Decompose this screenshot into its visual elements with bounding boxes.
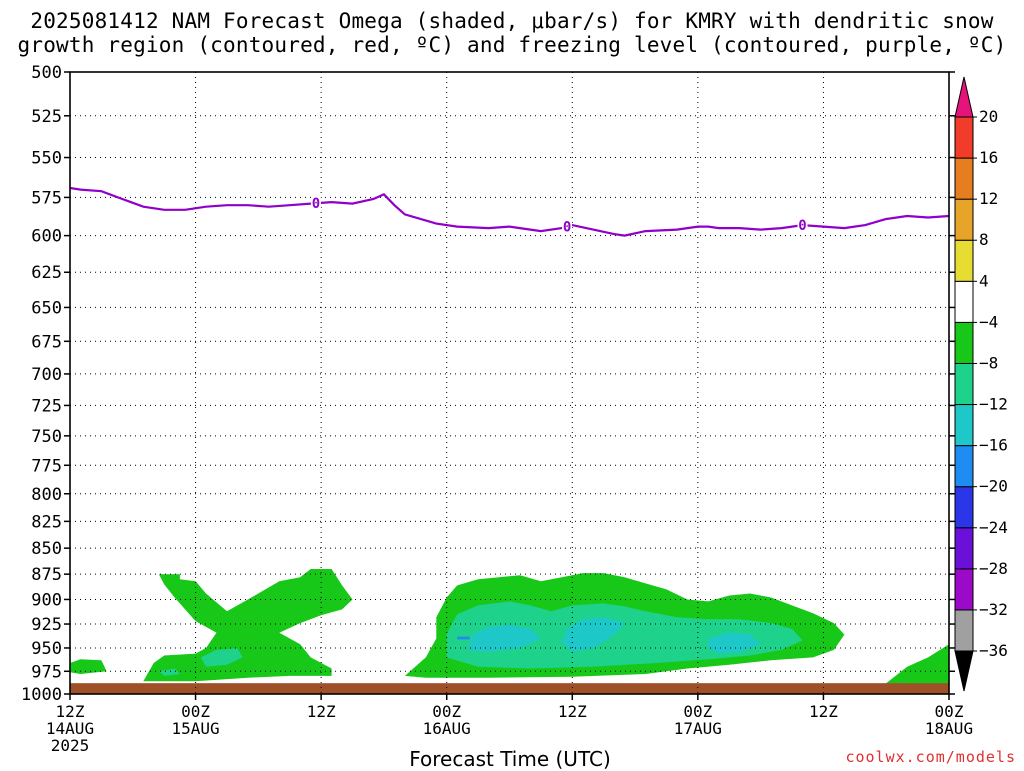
y-tick-label-650: 650: [31, 298, 62, 318]
omega-region-10: [708, 632, 761, 654]
omega-region-1: [143, 569, 353, 682]
y-tick-label-850: 850: [31, 539, 62, 559]
colorbar-label-2: −28: [979, 559, 1008, 578]
colorbar-label-8: −4: [979, 312, 998, 331]
colorbar-high-arrow: [954, 76, 974, 118]
y-tick-label-500: 500: [31, 63, 62, 83]
colorbar-band-2: [954, 568, 974, 611]
omega-region-11: [457, 636, 470, 640]
x-tick-label-72-1: 12Z: [809, 702, 838, 721]
y-tick-label-900: 900: [31, 590, 62, 610]
colorbar-band-3: [954, 527, 974, 570]
colorbar-label-3: −24: [979, 518, 1008, 537]
y-tick-label-600: 600: [31, 227, 62, 247]
freezing-label-3: 0: [798, 218, 806, 234]
y-tick-label-725: 725: [31, 396, 62, 416]
y-tick-label-775: 775: [31, 456, 62, 476]
colorbar-label-0: −36: [979, 641, 1008, 660]
y-tick-label-875: 875: [31, 565, 62, 585]
colorbar-band-4: [954, 486, 974, 529]
colorbar-label-5: −16: [979, 436, 1008, 455]
colorbar-label-6: −12: [979, 395, 1008, 414]
colorbar-label-1: −32: [979, 600, 1008, 619]
x-tick-label-0-2: 14AUG: [46, 719, 94, 738]
omega-region-4: [886, 644, 949, 685]
y-tick-label-750: 750: [31, 427, 62, 447]
ground-surface: [70, 683, 949, 694]
x-tick-label-24-1: 12Z: [307, 702, 336, 721]
x-tick-label-12-2: 15AUG: [171, 719, 219, 738]
colorbar-label-4: −20: [979, 477, 1008, 496]
colorbar-label-12: 16: [979, 148, 998, 167]
colorbar-band-11: [954, 198, 974, 241]
freezing-label-bg-1: [310, 195, 321, 212]
x-tick-label-84-1: 00Z: [935, 702, 964, 721]
omega-region-2: [70, 659, 107, 674]
y-tick-label-675: 675: [31, 332, 62, 352]
x-tick-label-0-3: 2025: [51, 736, 90, 755]
colorbar-band-10: [954, 239, 974, 282]
colorbar-low-arrow: [954, 650, 974, 692]
freezing-label-bg-2: [562, 218, 573, 235]
colorbar-band-12: [954, 157, 974, 200]
freezing-label-bg-3: [797, 217, 808, 234]
y-tick-label-825: 825: [31, 512, 62, 532]
freezing-label-1: 0: [312, 196, 320, 212]
x-tick-label-60-2: 17AUG: [674, 719, 722, 738]
y-tick-label-975: 975: [31, 662, 62, 682]
y-tick-label-525: 525: [31, 107, 62, 127]
y-tick-label-950: 950: [31, 639, 62, 659]
colorbar-label-7: −8: [979, 353, 998, 372]
omega-region-9: [561, 617, 625, 652]
colorbar-band-9: [954, 280, 974, 323]
y-tick-label-575: 575: [31, 188, 62, 208]
x-tick-label-84-2: 18AUG: [925, 719, 973, 738]
credit-text: coolwx.com/models: [845, 748, 1016, 766]
omega-region-7: [446, 601, 803, 669]
colorbar-band-5: [954, 445, 974, 488]
x-tick-label-0-1: 12Z: [56, 702, 85, 721]
omega-region-5: [200, 648, 243, 667]
x-tick-label-48-1: 12Z: [558, 702, 587, 721]
chart-title-line2: growth region (contoured, red, ºC) and f…: [17, 33, 1007, 57]
colorbar-label-13: 20: [979, 107, 998, 126]
colorbar-band-7: [954, 362, 974, 406]
omega-region-8: [467, 625, 541, 652]
freezing-label-2: 0: [563, 220, 571, 236]
y-tick-label-1000: 1000: [21, 685, 62, 705]
y-tick-label-550: 550: [31, 149, 62, 169]
colorbar-label-10: 8: [979, 230, 989, 249]
colorbar-band-13: [954, 116, 974, 159]
y-tick-label-925: 925: [31, 615, 62, 635]
y-tick-label-700: 700: [31, 365, 62, 385]
x-axis-label: Forecast Time (UTC): [409, 747, 611, 771]
x-tick-label-60-1: 00Z: [683, 702, 712, 721]
x-tick-label-36-2: 16AUG: [423, 719, 471, 738]
omega-region-6: [158, 668, 180, 676]
colorbar-band-1: [954, 609, 974, 652]
x-tick-label-12-1: 00Z: [181, 702, 210, 721]
chart-title-line1: 2025081412 NAM Forecast Omega (shaded, μ…: [30, 9, 994, 33]
y-tick-label-800: 800: [31, 485, 62, 505]
y-tick-label-625: 625: [31, 263, 62, 283]
colorbar-label-11: 12: [979, 189, 998, 208]
colorbar-band-6: [954, 404, 974, 447]
colorbar-label-9: 4: [979, 271, 989, 290]
plot-frame: [69, 71, 950, 695]
colorbar-band-8: [954, 321, 974, 364]
x-tick-label-36-1: 00Z: [432, 702, 461, 721]
freezing-level-line: [70, 186, 949, 237]
